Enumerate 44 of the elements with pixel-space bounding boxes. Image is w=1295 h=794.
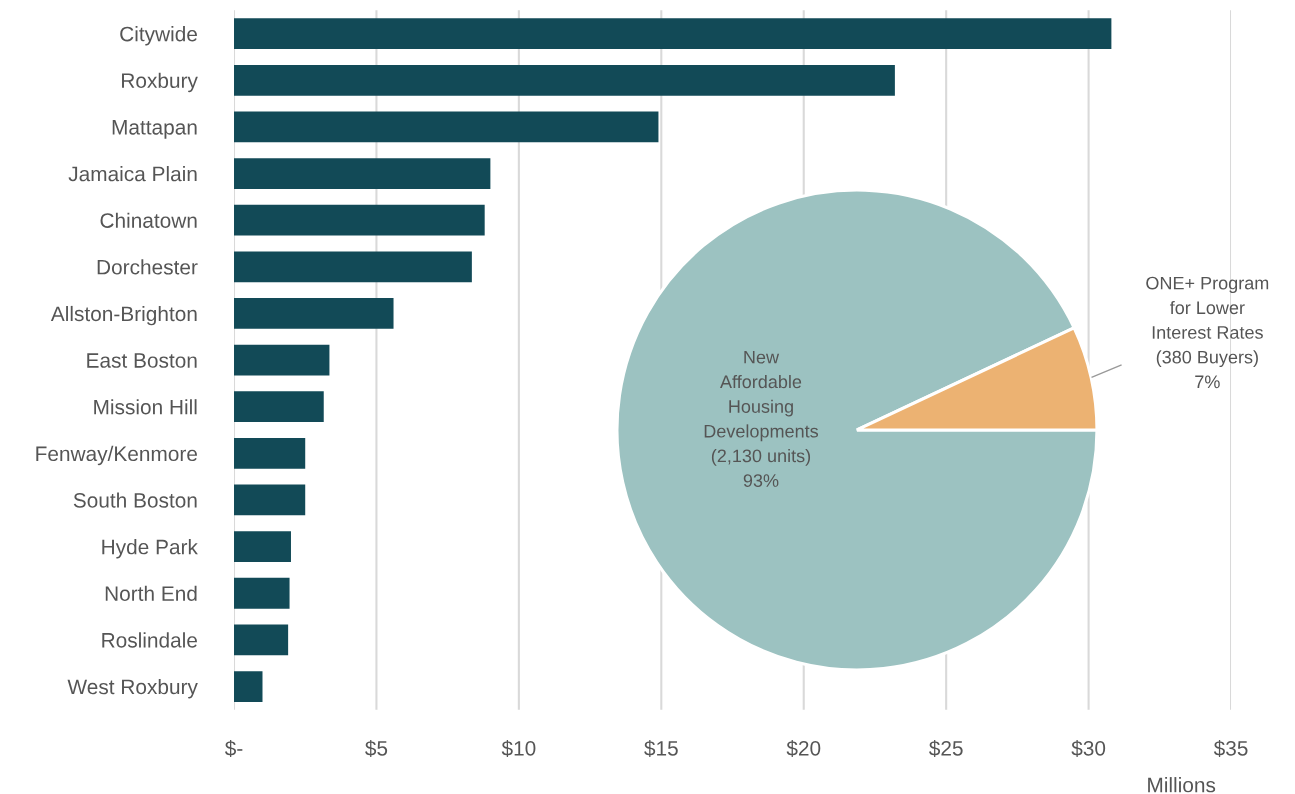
y-tick-label: Chinatown	[100, 212, 197, 228]
data-label: 7%	[1195, 375, 1220, 389]
y-tick-label: Citywide	[120, 26, 197, 46]
x-tick-label: $35	[1213, 740, 1248, 757]
y-tick-label: Roxbury	[122, 72, 198, 93]
bar	[234, 18, 1112, 50]
slice-label: ONE+ Program for Lower Interest Rates (380 Buyers)	[1146, 276, 1269, 368]
x-tick-label: $-	[224, 740, 243, 757]
bar	[234, 251, 472, 283]
bar	[234, 437, 306, 469]
x-tick-label: $30	[1071, 740, 1106, 757]
y-tick-label: Roslindale	[102, 632, 197, 648]
y-tick-label: West Roxbury	[67, 678, 198, 699]
y-tick-label: North End	[105, 585, 197, 601]
y-tick-label: Hyde Park	[102, 539, 198, 559]
bar	[234, 671, 263, 702]
slice-label: New Affordable Housing Developments (2,130 units)	[704, 350, 819, 466]
bar	[234, 484, 306, 516]
x-tick-label: $10	[501, 740, 536, 757]
y-tick-label: Allston-Brighton	[50, 305, 197, 326]
x-tick-label: $15	[644, 740, 678, 757]
bar	[234, 64, 895, 96]
x-tick-label: $5	[365, 740, 388, 757]
bar	[234, 204, 485, 236]
x-tick-label: $25	[929, 740, 963, 757]
bar	[234, 111, 659, 143]
bar	[234, 531, 291, 563]
bar	[234, 158, 491, 189]
bar	[234, 577, 290, 609]
x-axis-title: Millions	[1148, 777, 1216, 793]
y-tick-label: Dorchester	[97, 259, 198, 275]
y-tick-label: South Boston	[73, 492, 197, 508]
bar	[234, 391, 324, 423]
data-label: 93%	[743, 474, 779, 487]
bar	[234, 624, 289, 656]
x-tick-label: $20	[786, 740, 821, 757]
bar	[234, 298, 394, 329]
y-tick-label: Mattapan	[112, 120, 197, 139]
y-tick-label: Jamaica Plain	[68, 165, 197, 182]
pie-slice	[615, 188, 1099, 672]
bar	[234, 344, 330, 376]
y-tick-label: Fenway/Kenmore	[36, 445, 197, 466]
y-tick-label: Mission Hill	[94, 399, 197, 415]
y-tick-label: East Boston	[87, 353, 197, 368]
